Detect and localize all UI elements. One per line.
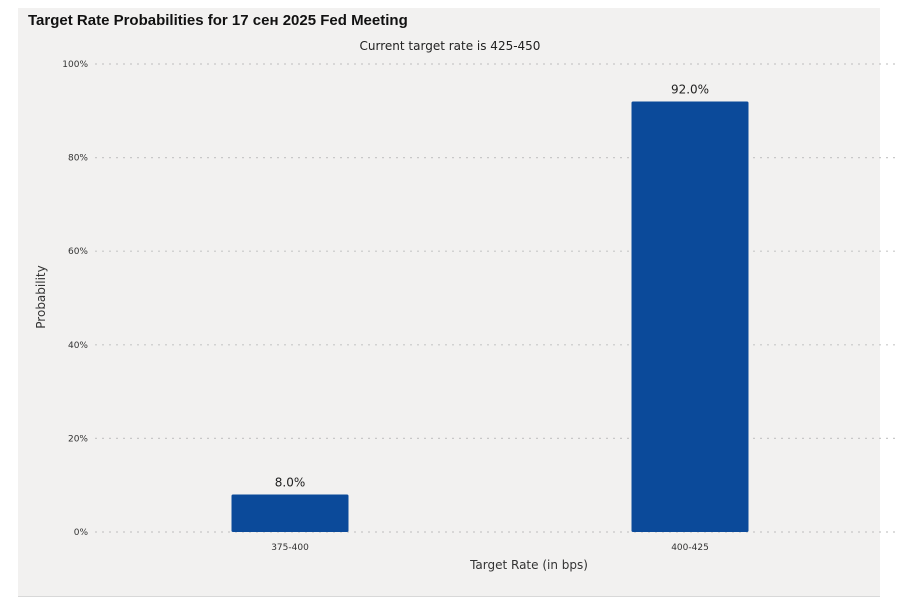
y-tick-label: 0% [74,528,89,538]
bar [231,494,349,532]
chart-title: Target Rate Probabilities for 17 сен 202… [28,12,408,29]
x-axis-label: Target Rate (in bps) [470,558,588,572]
bar-data-label: 92.0% [671,82,709,96]
y-tick-label: 80% [68,154,88,164]
y-tick-label: 60% [68,247,88,257]
y-tick-label: 40% [68,341,88,351]
chart-subtitle: Current target rate is 425-450 [359,39,541,53]
bar [631,101,749,532]
y-tick-label: 20% [68,434,88,444]
x-tick-label: 400-425 [671,543,709,553]
bar-data-label: 8.0% [275,476,306,490]
x-tick-label: 375-400 [271,543,309,553]
y-tick-label: 100% [62,60,88,70]
